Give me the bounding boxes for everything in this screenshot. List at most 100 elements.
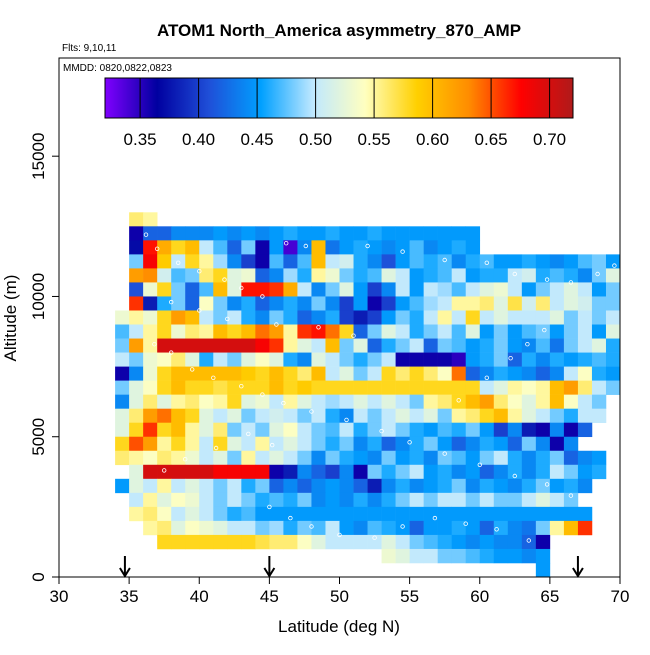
heatmap-cell [311,268,326,283]
heatmap-cell [437,338,452,353]
flight-arrows [119,556,584,578]
heatmap-cell [171,408,186,424]
heatmap-cell [115,352,130,367]
track-point [568,280,574,285]
heatmap-cell [381,422,396,438]
heatmap-cell [591,464,607,480]
heatmap-cell [409,506,424,522]
heatmap-cell [395,324,410,339]
heatmap-cell [451,282,467,297]
heatmap-cell [605,310,621,325]
heatmap-cell [423,450,438,466]
heatmap-cell [493,352,509,367]
track-point [442,257,447,263]
track-point [182,457,188,462]
heatmap-cell [423,268,438,283]
heatmap-cell [465,548,481,564]
heatmap-cell [367,380,382,395]
heatmap-cell [143,450,158,466]
heatmap-cell [255,450,270,466]
heatmap-cell [269,310,284,325]
heatmap-cell [535,534,551,550]
heatmap-cell [339,366,354,381]
heatmap-cell [367,338,382,353]
heatmap-cell [381,380,396,395]
heatmap-cell [521,352,537,367]
heatmap-cell [451,506,467,522]
heatmap-cell [129,478,144,494]
heatmap-cell [507,282,523,297]
heatmap-cell [157,226,172,241]
heatmap-cell [465,492,481,508]
heatmap-cell [283,492,298,508]
heatmap-cell [241,492,256,508]
heatmap-cell [241,324,256,339]
heatmap-cell [479,324,495,339]
heatmap-cell [451,352,467,367]
heatmap-cell [395,436,410,452]
heatmap-cell [241,450,256,466]
heatmap-cell [269,506,284,522]
heatmap-cell [381,240,396,255]
heatmap-cell [437,380,452,395]
heatmap-cell [269,338,284,353]
track-point [365,243,370,249]
track-point [484,260,489,265]
heatmap-cell [297,338,312,353]
heatmap-cell [563,520,579,536]
heatmap-cell [213,310,228,325]
heatmap-cell [381,352,396,367]
heatmap-cell [395,310,410,325]
heatmap-cell [367,226,382,241]
heatmap-cell [591,324,607,339]
heatmap-cell [227,254,242,269]
heatmap-cell [353,254,368,269]
heatmap-cell [129,254,144,269]
heatmap-cell [213,520,228,536]
track-point [267,504,272,510]
heatmap-cell [521,268,537,283]
heatmap-cell [451,520,467,536]
heatmap-cell [353,240,368,255]
heatmap-cell [283,506,298,522]
heatmap-cell [269,226,284,241]
heatmap-cell [269,534,284,550]
heatmap-cell [367,422,382,438]
heatmap-cell [213,380,228,395]
y-tick-label: 0 [29,572,48,581]
heatmap-cell [437,520,452,536]
heatmap-cell [535,394,551,409]
track-point [494,527,499,532]
heatmap-cell [213,506,228,522]
heatmap-cell [451,436,467,452]
heatmap-cell [241,422,256,438]
heatmap-cell [353,478,368,494]
heatmap-cell [521,254,537,269]
heatmap-cell [185,352,200,367]
heatmap-cell [241,534,256,550]
heatmap-cell [325,408,340,424]
heatmap-cell [409,324,424,339]
heatmap-cell [465,240,481,255]
heatmap-cell [227,422,242,438]
heatmap-cell [479,296,495,311]
heatmap-cell [353,422,368,438]
heatmap-cell [521,282,537,297]
colorbar-tick-label: 0.35 [124,130,157,149]
heatmap-cell [115,436,130,452]
heatmap-cell [479,408,495,424]
heatmap-cell [563,464,579,480]
heatmap-cell [241,240,256,255]
heatmap-cell [409,254,424,269]
heatmap-cell [269,254,284,269]
heatmap-cell [465,436,481,452]
heatmap-cell [549,436,565,452]
heatmap-cell [437,548,452,564]
heatmap-cell [325,450,340,466]
heatmap-cell [577,520,593,536]
heatmap-cell [311,380,326,395]
heatmap-cell [311,338,326,353]
heatmap-cell [367,240,382,255]
heatmap-cell [241,366,256,381]
heatmap-cell [339,422,354,438]
